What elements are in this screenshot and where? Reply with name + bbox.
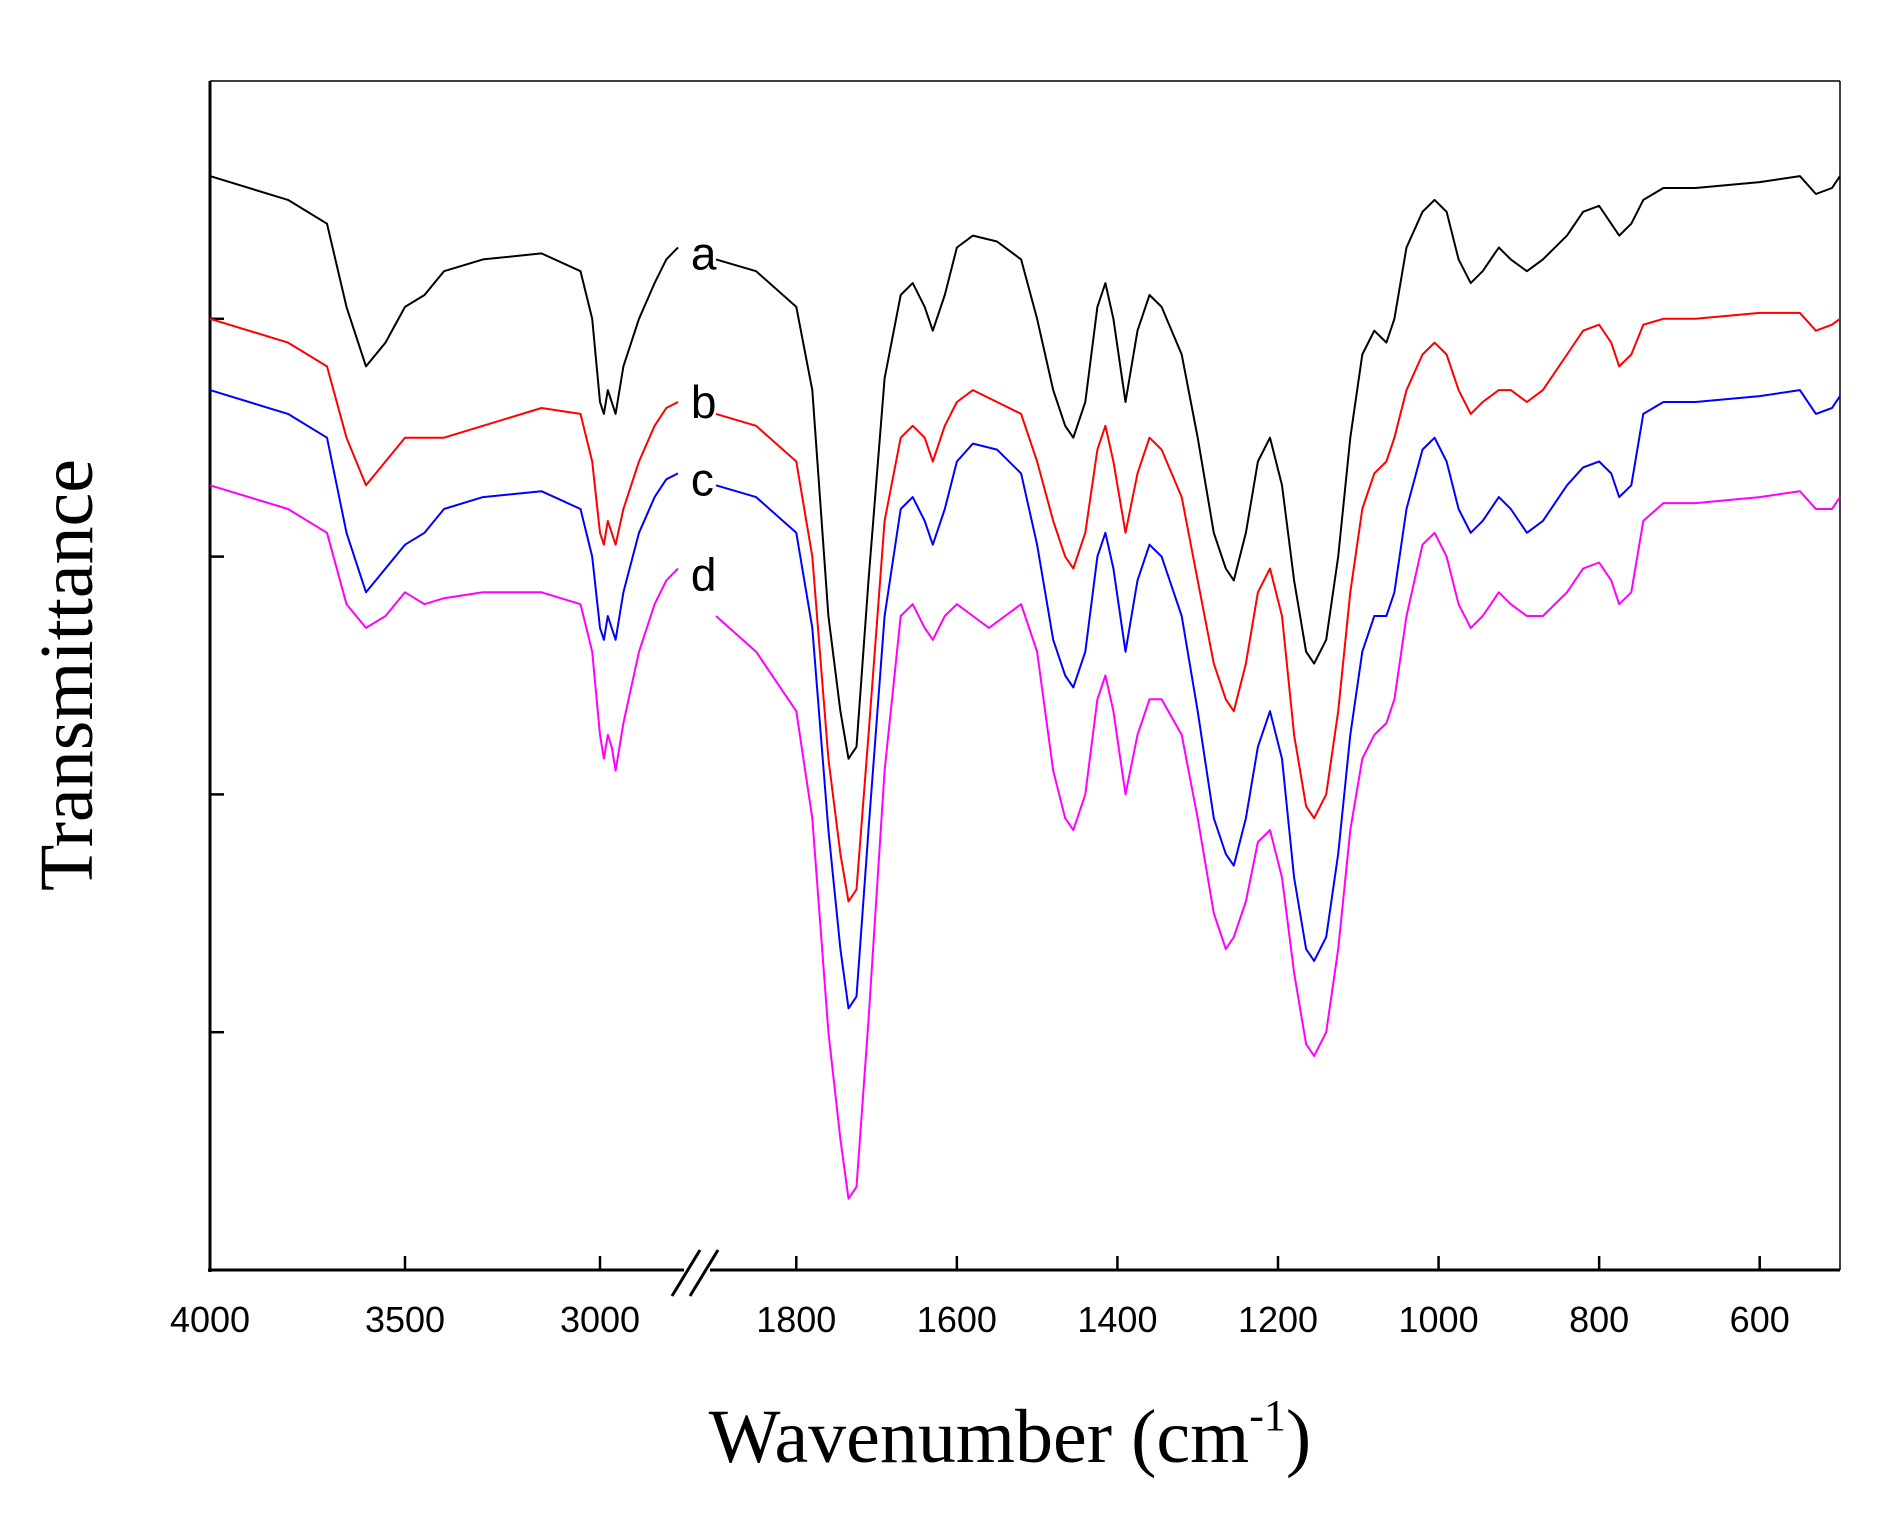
series-b-line-right: [715, 311, 1841, 903]
x-tick-label-1400: 1400: [1077, 1299, 1157, 1340]
series-label-a: a: [691, 227, 717, 279]
x-tick-label-600: 600: [1730, 1299, 1790, 1340]
series-a-line-right: [715, 175, 1841, 760]
x-tick-label-1000: 1000: [1399, 1299, 1479, 1340]
series-label-b: b: [691, 376, 717, 428]
x-tick-label-800: 800: [1569, 1299, 1629, 1340]
series-b-line-left: [209, 317, 679, 546]
x-axis-title-suffix: ): [1286, 1395, 1311, 1479]
series-d-line-left: [209, 484, 679, 772]
x-tick-label-3500: 3500: [365, 1299, 445, 1340]
series-labels: a bcd: [691, 227, 717, 600]
x-axis-title-superscript: -1: [1249, 1391, 1286, 1440]
axis-break-slash-2: [688, 1249, 720, 1297]
spectra-lines: [209, 175, 1841, 1200]
x-tick-label-3000: 3000: [560, 1299, 640, 1340]
x-tick-label-4000: 4000: [170, 1299, 250, 1340]
series-d-line-right: [715, 490, 1841, 1200]
series-c-line-right: [715, 389, 1841, 1010]
y-axis-title: Transmittance: [25, 459, 109, 891]
x-axis-title-main: Wavenumber (cm: [709, 1395, 1249, 1479]
series-label-d: d: [691, 548, 717, 600]
plot-frame: [208, 80, 1841, 1297]
x-tick-label-1200: 1200: [1238, 1299, 1318, 1340]
series-label-c: c: [691, 453, 714, 505]
series-c-line-left: [209, 389, 679, 641]
axis-break-slash-1: [670, 1249, 702, 1297]
series-a-line-left: [209, 175, 679, 415]
x-axis-title: Wavenumber (cm-1): [709, 1391, 1311, 1479]
x-tick-label-1600: 1600: [917, 1299, 997, 1340]
axis-break-marker: [670, 1249, 720, 1297]
y-ticks: [210, 317, 224, 1034]
x-ticks: 4000 3500 3000 1800 1600 1400 1200 1000 800 600: [170, 1256, 1790, 1340]
x-tick-label-1800: 1800: [756, 1299, 836, 1340]
